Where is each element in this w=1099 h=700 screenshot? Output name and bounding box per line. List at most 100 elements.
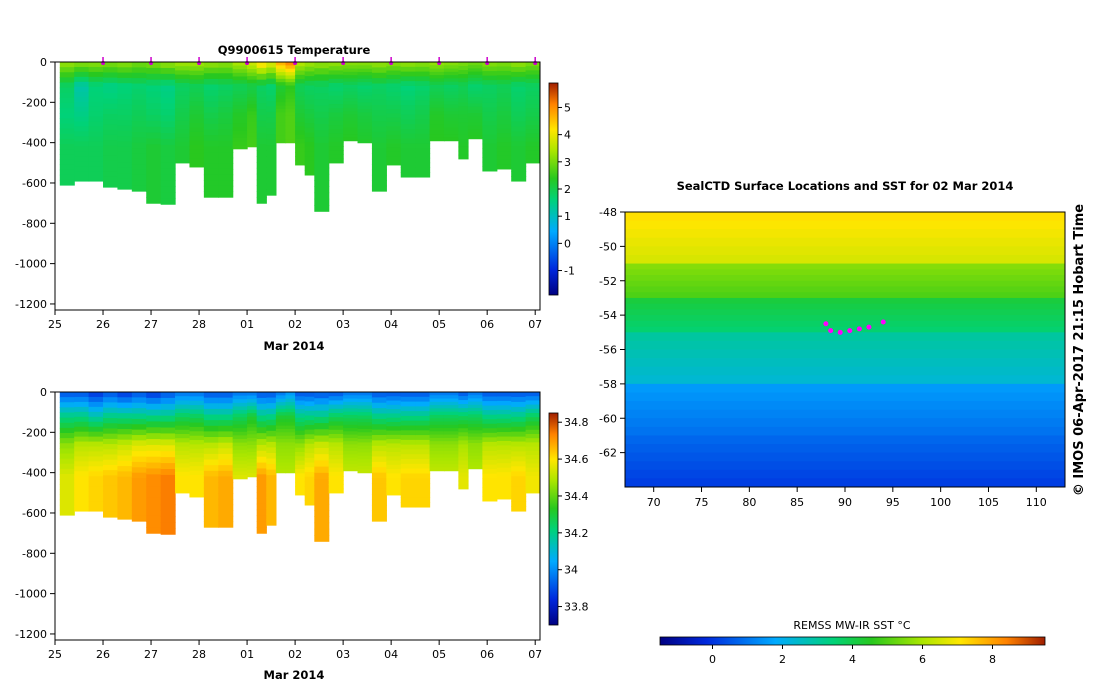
section-cell	[117, 157, 133, 164]
section-cell	[328, 120, 344, 126]
section-cell	[103, 506, 119, 513]
section-cell	[131, 435, 147, 441]
section-cell	[146, 515, 162, 522]
section-cell	[266, 397, 277, 404]
section-cell	[266, 497, 277, 504]
section-cell	[266, 447, 277, 454]
salinity-x-axis-label: Mar 2014	[264, 668, 325, 682]
section-cell	[511, 481, 527, 487]
section-cell	[232, 137, 248, 143]
section-cell	[443, 134, 459, 138]
section-cell	[218, 185, 234, 193]
section-cell	[285, 449, 296, 454]
section-cell	[175, 467, 191, 473]
section-cell	[189, 453, 205, 459]
section-cell	[525, 125, 540, 130]
section-cell	[525, 446, 540, 452]
section-cell	[295, 409, 306, 415]
section-cell	[415, 430, 431, 436]
section-cell	[232, 435, 248, 440]
section-cell	[103, 501, 119, 508]
section-cell	[295, 134, 306, 140]
section-cell	[275, 465, 287, 470]
section-cell	[467, 116, 483, 121]
section-cell	[415, 396, 431, 403]
section-cell	[357, 122, 373, 127]
section-cell	[189, 123, 205, 129]
section-cell	[443, 421, 459, 426]
section-cell	[467, 407, 483, 412]
section-cell	[295, 156, 306, 162]
sst-band	[625, 254, 1065, 265]
section-cell	[328, 133, 344, 139]
x-tick-label: 04	[384, 318, 398, 331]
section-cell	[467, 84, 483, 89]
section-cell	[59, 504, 75, 511]
section-cell	[400, 454, 416, 460]
section-cell	[443, 94, 459, 99]
section-cell	[256, 167, 267, 175]
section-cell	[482, 130, 498, 136]
section-cell	[443, 428, 459, 432]
section-cell	[266, 508, 277, 515]
section-cell	[232, 413, 248, 418]
section-cell	[256, 67, 267, 75]
section-cell	[400, 100, 416, 106]
section-cell	[511, 486, 527, 492]
section-cell	[59, 174, 75, 181]
section-cell	[256, 497, 267, 505]
section-cell	[218, 414, 234, 421]
section-cell	[400, 435, 416, 441]
section-cell	[203, 403, 219, 410]
section-cell	[160, 109, 176, 116]
section-cell	[275, 85, 287, 90]
section-cell	[511, 396, 527, 403]
section-cell	[525, 450, 540, 456]
section-cell	[275, 82, 287, 87]
section-cell	[266, 513, 277, 521]
section-cell	[328, 129, 344, 135]
copyright-label: © IMOS 06-Apr-2017 21:15 Hobart Time	[1072, 204, 1087, 496]
section-cell	[74, 136, 90, 142]
section-cell	[103, 160, 119, 167]
section-cell	[232, 80, 248, 85]
section-cell	[189, 418, 205, 424]
section-cell	[266, 178, 277, 185]
section-cell	[88, 121, 104, 128]
section-cell	[496, 119, 512, 125]
section-cell	[117, 476, 133, 483]
section-cell	[88, 421, 104, 428]
section-cell	[88, 136, 104, 142]
section-cell	[328, 78, 344, 84]
section-cell	[203, 78, 219, 86]
section-cell	[175, 484, 191, 490]
section-cell	[443, 454, 459, 459]
section-cell	[343, 450, 359, 455]
section-cell	[458, 106, 469, 111]
section-cell	[59, 473, 75, 480]
section-cell	[328, 484, 344, 490]
section-cell	[189, 101, 205, 107]
section-cell	[218, 437, 234, 444]
section-cell	[400, 71, 416, 77]
section-cell	[386, 91, 402, 97]
section-cell	[525, 141, 540, 147]
temperature-plot-frame	[54, 61, 541, 311]
section-cell	[295, 66, 306, 72]
section-cell	[482, 120, 498, 127]
section-cell	[429, 414, 445, 419]
section-cell	[275, 135, 287, 140]
section-cell	[59, 489, 75, 496]
section-cell	[357, 425, 373, 430]
section-cell	[415, 71, 431, 77]
section-cell	[117, 88, 133, 95]
section-cell	[482, 116, 498, 122]
x-tick-label: 02	[288, 318, 302, 331]
section-cell	[328, 480, 344, 486]
section-cell	[482, 464, 498, 470]
section-cell	[88, 91, 104, 98]
section-cell	[511, 491, 527, 497]
section-cell	[117, 173, 133, 180]
section-cell	[285, 428, 296, 433]
section-cell	[74, 81, 90, 88]
